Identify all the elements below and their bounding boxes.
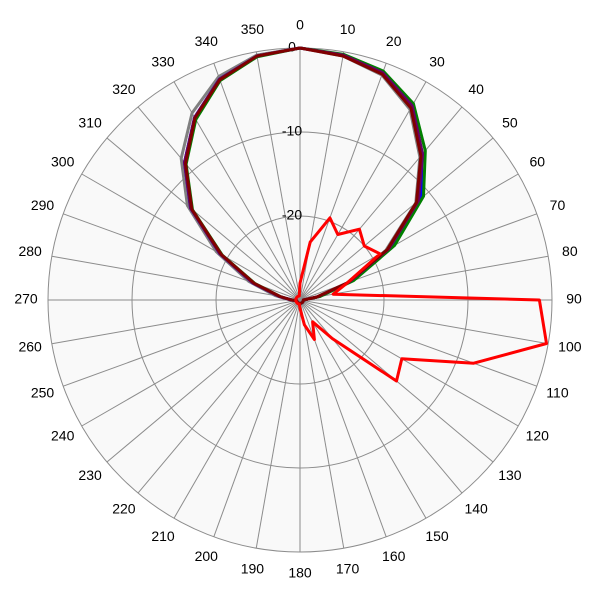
spoke: [299, 299, 549, 345]
spoke: [255, 299, 301, 549]
angle-label: 190: [241, 561, 265, 577]
angle-label: 270: [14, 291, 38, 307]
spoke: [213, 63, 301, 301]
angle-label: 260: [18, 338, 42, 354]
spoke: [81, 299, 301, 427]
r-tick-label: 0: [288, 39, 296, 55]
spoke: [81, 173, 301, 301]
spoke: [299, 63, 387, 301]
r-tick-label: -10: [282, 123, 302, 139]
angle-label: 320: [112, 81, 136, 97]
spoke: [106, 299, 301, 463]
spoke: [299, 299, 345, 549]
angle-label: 150: [425, 528, 449, 544]
angle-label: 350: [241, 21, 265, 37]
spoke: [173, 299, 301, 519]
angle-label: 330: [151, 53, 175, 69]
angle-label: 310: [78, 115, 102, 131]
angle-label: 0: [296, 17, 304, 33]
angle-label: 40: [468, 81, 484, 97]
spoke: [299, 81, 427, 301]
spoke: [299, 173, 519, 301]
spoke: [137, 106, 301, 301]
angle-label: 250: [31, 384, 55, 400]
angle-label: 110: [546, 384, 569, 400]
angle-label: 240: [51, 428, 75, 444]
spoke: [299, 299, 427, 519]
angle-label: 130: [498, 467, 522, 483]
angle-label: 10: [340, 21, 356, 37]
angle-label: 120: [526, 428, 550, 444]
angle-label: 160: [382, 548, 406, 564]
angle-label: 100: [558, 338, 582, 354]
grid-ring: [215, 215, 385, 385]
angle-label: 200: [195, 548, 219, 564]
spoke: [63, 299, 301, 387]
angle-label: 60: [530, 154, 546, 170]
angle-label: 180: [288, 565, 312, 581]
angle-label: 140: [464, 501, 488, 517]
grid-ring: [131, 131, 469, 469]
angle-label: 280: [18, 243, 42, 259]
spoke: [51, 255, 301, 301]
spoke: [299, 137, 494, 301]
spoke: [137, 299, 301, 494]
spoke: [255, 51, 301, 301]
angle-label: 90: [566, 291, 582, 307]
angle-label: 170: [336, 561, 360, 577]
angle-label: 80: [562, 243, 578, 259]
spoke: [213, 299, 301, 537]
angle-label: 290: [31, 197, 55, 213]
angle-label: 20: [386, 33, 402, 49]
spoke: [299, 299, 537, 387]
spoke: [299, 255, 549, 301]
spoke: [299, 106, 463, 301]
angle-label: 30: [429, 53, 445, 69]
angle-label: 70: [550, 197, 566, 213]
r-tick-label: -20: [282, 207, 302, 223]
spoke: [106, 137, 301, 301]
spoke: [299, 299, 519, 427]
angle-label: 50: [502, 115, 518, 131]
angle-label: 230: [78, 467, 102, 483]
pattern-line: [294, 216, 548, 383]
angle-label: 340: [195, 33, 219, 49]
angle-label: 300: [51, 154, 75, 170]
spoke: [51, 299, 301, 345]
angle-label: 210: [151, 528, 175, 544]
angle-label: 220: [112, 501, 136, 517]
